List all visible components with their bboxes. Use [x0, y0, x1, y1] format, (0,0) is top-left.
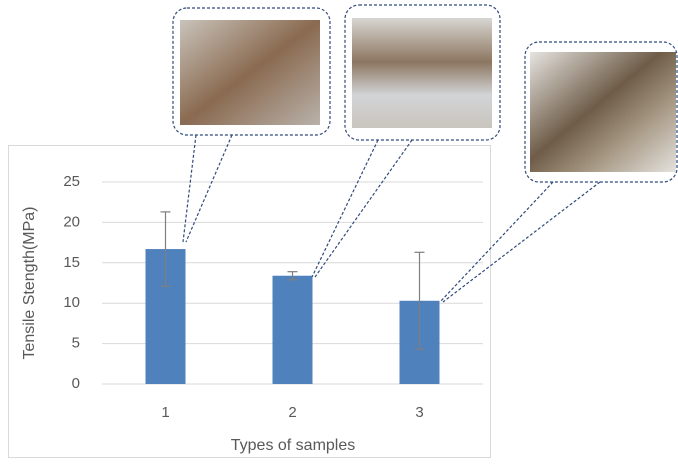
chart: Tensile Stength(MPa) Types of samples 0 5… — [0, 0, 678, 459]
photo — [180, 20, 320, 125]
callout-line — [312, 140, 378, 277]
photo — [352, 18, 492, 128]
y-tick-label: 25 — [63, 173, 80, 190]
x-tick-label: 3 — [415, 404, 423, 421]
callout-line — [186, 135, 232, 242]
inset-photos — [173, 5, 677, 302]
y-tick-label: 10 — [63, 294, 80, 311]
x-tick-label: 2 — [288, 404, 296, 421]
x-tick-label: 1 — [161, 404, 169, 421]
bar — [273, 276, 313, 384]
y-axis-label: Tensile Stength(MPa) — [21, 207, 38, 360]
y-tick-label: 5 — [72, 335, 80, 352]
y-tick-label: 15 — [63, 254, 80, 271]
callout-line — [315, 140, 412, 277]
page: {"chart_data": {"type": "bar", "x_label"… — [0, 0, 678, 464]
photo — [530, 52, 676, 172]
x-axis-label: Types of samples — [231, 437, 356, 454]
callout-line — [443, 182, 600, 302]
callout-line — [440, 182, 553, 302]
y-tick-label: 20 — [63, 213, 80, 230]
callout-line — [183, 135, 196, 242]
y-tick-label: 0 — [72, 375, 80, 392]
plot: 0 5 10 15 20 25 1 2 3 — [63, 173, 483, 421]
